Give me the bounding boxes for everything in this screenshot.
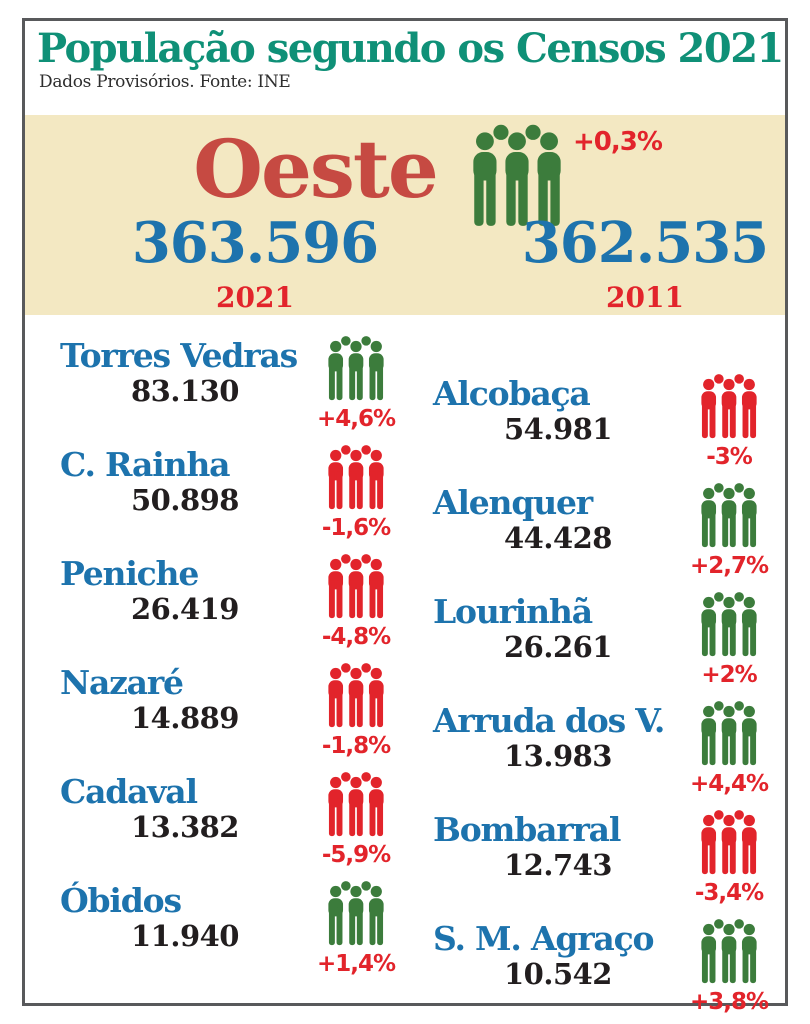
trend-indicator: +4,4%: [687, 700, 771, 797]
municipality-item: Torres Vedras 83.130 +4,6%: [60, 336, 405, 448]
trend-indicator: +4,6%: [314, 335, 398, 432]
region-population-2021: 363.596: [131, 210, 379, 276]
municipality-item: Cadaval 13.382 -5,9%: [60, 772, 405, 884]
municipality-name: S. M. Agraço: [433, 919, 654, 958]
people-group-icon: [325, 880, 387, 947]
municipality-population: 10.542: [504, 956, 613, 991]
people-group-icon: [325, 662, 387, 729]
municipality-name: Torres Vedras: [60, 336, 298, 375]
region-summary-banner: Oeste 363.596 2021 +0,3% 362.535 2011: [25, 115, 785, 315]
municipality-name: Óbidos: [60, 881, 182, 920]
people-group-icon: [325, 335, 387, 402]
population-change-percent: -5,9%: [321, 842, 391, 868]
region-name: Oeste: [193, 122, 438, 216]
municipality-population: 13.382: [131, 809, 240, 844]
municipality-item: Arruda dos V. 13.983 +4,4%: [433, 701, 785, 813]
population-change-percent: -1,6%: [321, 515, 391, 541]
content-frame: População segundo os Censos 2021 Dados P…: [22, 18, 788, 1015]
people-group-icon: [698, 591, 760, 658]
municipality-name: Bombarral: [433, 810, 621, 849]
municipality-item: S. M. Agraço 10.542 +3,8%: [433, 919, 785, 1024]
people-group-icon: [698, 700, 760, 767]
trend-indicator: +2,7%: [687, 482, 771, 579]
municipality-item: Peniche 26.419 -4,8%: [60, 554, 405, 666]
municipality-population: 12.743: [504, 847, 613, 882]
municipality-item: Bombarral 12.743 -3,4%: [433, 810, 785, 922]
region-change-percent: +0,3%: [573, 127, 663, 157]
trend-indicator: -3%: [687, 373, 771, 470]
trend-indicator: +2%: [687, 591, 771, 688]
municipality-name: Lourinhã: [433, 592, 593, 631]
municipality-population: 26.419: [131, 591, 240, 626]
municipality-population: 50.898: [131, 482, 240, 517]
municipality-item: Nazaré 14.889 -1,8%: [60, 663, 405, 775]
trend-indicator: -5,9%: [314, 771, 398, 868]
municipality-population: 13.983: [504, 738, 613, 773]
header: População segundo os Censos 2021 Dados P…: [25, 21, 785, 93]
municipality-item: Óbidos 11.940 +1,4%: [60, 881, 405, 993]
municipality-item: Alenquer 44.428 +2,7%: [433, 483, 785, 595]
municipality-name: Cadaval: [60, 772, 198, 811]
people-group-icon: [698, 482, 760, 549]
municipality-population: 54.981: [504, 411, 613, 446]
trend-indicator: -3,4%: [687, 809, 771, 906]
people-group-icon: [325, 444, 387, 511]
municipality-item: C. Rainha 50.898 -1,6%: [60, 445, 405, 557]
trend-indicator: +3,8%: [687, 918, 771, 1015]
people-group-icon: [325, 553, 387, 620]
population-change-percent: +4,4%: [689, 771, 769, 797]
census-year-2011: 2011: [606, 281, 684, 314]
page-title: População segundo os Censos 2021: [37, 25, 784, 72]
municipality-name: C. Rainha: [60, 445, 231, 484]
population-change-percent: +1,4%: [316, 951, 396, 977]
population-change-percent: +2%: [701, 662, 757, 688]
trend-indicator: +1,4%: [314, 880, 398, 977]
municipality-name: Nazaré: [60, 663, 184, 702]
municipality-population: 14.889: [131, 700, 240, 735]
municipality-column-left: Torres Vedras 83.130 +4,6% C. Rainha 50.…: [25, 315, 405, 1003]
municipality-name: Arruda dos V.: [433, 701, 665, 740]
municipality-item: Lourinhã 26.261 +2%: [433, 592, 785, 704]
population-change-percent: -4,8%: [321, 624, 391, 650]
population-change-percent: -3,4%: [694, 880, 764, 906]
people-group-icon: [698, 373, 760, 440]
municipality-name: Peniche: [60, 554, 199, 593]
census-year-2021: 2021: [216, 281, 294, 314]
municipality-columns: Torres Vedras 83.130 +4,6% C. Rainha 50.…: [25, 315, 785, 1015]
population-change-percent: +3,8%: [689, 989, 769, 1015]
population-change-percent: -1,8%: [321, 733, 391, 759]
trend-indicator: -1,6%: [314, 444, 398, 541]
municipality-column-right: Alcobaça 54.981 -3% Alenquer 44.428: [405, 315, 785, 1015]
trend-indicator: -4,8%: [314, 553, 398, 650]
trend-indicator: -1,8%: [314, 662, 398, 759]
people-group-icon: [698, 809, 760, 876]
municipality-population: 83.130: [131, 373, 240, 408]
municipality-population: 26.261: [504, 629, 613, 664]
population-change-percent: +2,7%: [689, 553, 769, 579]
population-change-percent: +4,6%: [316, 406, 396, 432]
municipality-population: 11.940: [131, 918, 240, 953]
municipality-population: 44.428: [504, 520, 613, 555]
municipality-name: Alenquer: [433, 483, 593, 522]
municipality-name: Alcobaça: [433, 374, 591, 413]
municipality-item: Alcobaça 54.981 -3%: [433, 374, 785, 486]
people-group-icon: [325, 771, 387, 838]
population-change-percent: -3%: [706, 444, 753, 470]
source-note: Dados Provisórios. Fonte: INE: [39, 72, 291, 92]
region-population-2011: 362.535: [521, 210, 769, 276]
people-group-icon: [698, 918, 760, 985]
